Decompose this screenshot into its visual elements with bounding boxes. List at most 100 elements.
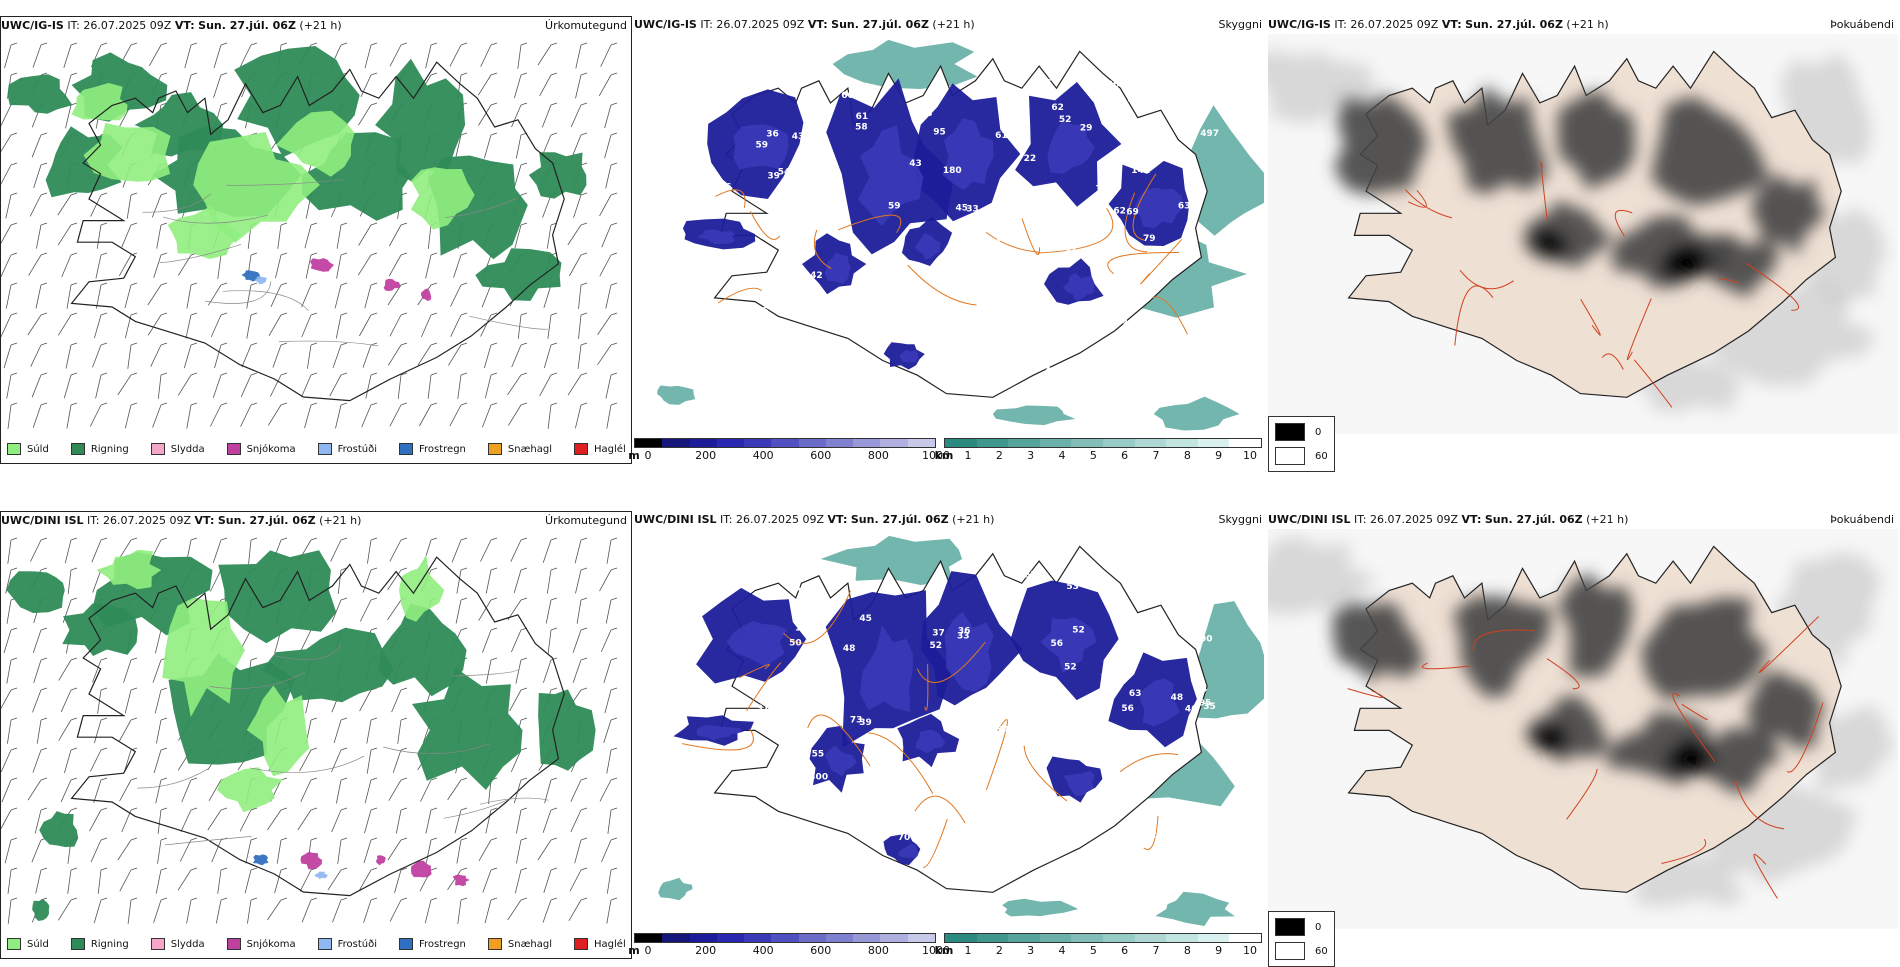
legend-swatch: [399, 938, 413, 950]
cloud-base-label: 55: [756, 307, 769, 317]
cloud-base-label: 106: [1030, 299, 1049, 309]
precip-legend-item: Súld: [7, 938, 49, 950]
cloud-base-label: 55: [1199, 805, 1212, 815]
cloud-base-label: 52: [1064, 663, 1077, 673]
cloud-base-label: 45: [1049, 844, 1062, 854]
fog-index-key: 0 60: [1268, 911, 1335, 967]
cloud-base-label: 37: [1112, 294, 1125, 304]
cloud-base-label: 368: [1107, 80, 1126, 90]
issue-label: IT:: [1354, 513, 1367, 526]
precip-map[interactable]: [1, 35, 631, 435]
cloud-base-label: 36: [958, 626, 971, 636]
cloud-base-label: 58: [855, 122, 868, 132]
cloud-base-label: 53: [1031, 382, 1044, 392]
cloud-base-label: 180: [943, 166, 962, 176]
fog-index-map[interactable]: [1268, 34, 1898, 434]
panel-title: Þokuábendi: [1830, 18, 1894, 31]
cloud-base-label: 42: [1002, 181, 1015, 191]
precip-legend: Súld Rigning Slydda Snjókoma Frostúði Frostre…: [7, 938, 648, 950]
precip-legend-item: Snæhagl: [487, 938, 553, 950]
colorbar-tick: 8: [1183, 449, 1191, 462]
model-name: UWC/DINI ISL: [634, 513, 717, 526]
cloud-base-map[interactable]: 60 41 42 59 38 73 56 38 62 29 42 50 42 39 59 54 74 61 36 43…: [634, 34, 1264, 434]
cloud-base-label: 30: [806, 670, 819, 680]
cloud-base-label: 79: [1143, 234, 1156, 244]
cloud-visibility-panel: UWC/DINI ISL IT: 26.07.2025 09Z VT: Sun.…: [628, 511, 1266, 961]
colorbar-tick: 200: [695, 944, 717, 957]
cloud-base-label: 34: [1195, 685, 1208, 695]
fog-index-key: 0 60: [1268, 416, 1335, 472]
precip-legend-item: Snjókoma: [226, 443, 296, 455]
cloud-base-label: 60: [841, 91, 854, 101]
cloud-base-label: 46: [1185, 704, 1198, 714]
issue-time: 26.07.2025 09Z: [83, 19, 172, 32]
valid-time: Sun. 27.júl. 06Z: [198, 19, 296, 32]
legend-label: Snæhagl: [507, 443, 553, 455]
fog-index-panel: UWC/IG-IS IT: 26.07.2025 09Z VT: Sun. 27…: [1268, 16, 1898, 472]
precip-legend-item: Frostregn: [399, 938, 466, 950]
cloud-base-label: 33: [741, 779, 754, 789]
legend-swatch: [317, 938, 332, 950]
cloud-base-label: 54: [715, 584, 728, 594]
cloud-base-label: 67: [817, 119, 830, 129]
fog-key-label: 60: [1315, 945, 1328, 957]
cloud-base-label: 38: [1132, 769, 1145, 779]
colorbar-tick: 0: [644, 944, 652, 957]
fog-key-item: 60: [1275, 447, 1328, 465]
valid-label: VT:: [1441, 18, 1462, 31]
lead-time: (+21 h): [932, 18, 975, 31]
cloud-base-label: 63: [1178, 202, 1191, 212]
cloud-base-label: 57: [1051, 370, 1064, 380]
precip-map[interactable]: [1, 530, 631, 930]
cloud-base-label: 38: [1114, 115, 1127, 125]
cloud-base-label: 48: [1171, 693, 1184, 703]
cloud-base-label: 48: [932, 857, 945, 867]
cloud-base-label: 69: [1126, 207, 1139, 217]
colorbar-tick: 7: [1152, 449, 1160, 462]
legend-swatch: [574, 938, 589, 950]
colorbar-tick: 9: [1215, 944, 1223, 957]
colorbar-tick: 9: [1215, 449, 1223, 462]
cloud-base-label: 57: [1082, 698, 1095, 708]
cloud-base-label: 41: [1107, 162, 1120, 172]
legend-label: Haglél: [594, 443, 626, 455]
colorbar-tick: 7: [1152, 944, 1160, 957]
legend-swatch: [150, 443, 165, 455]
fog-key-item: 60: [1275, 942, 1328, 960]
cloud-base-label: 867: [767, 77, 786, 87]
legend-label: Snæhagl: [507, 938, 553, 950]
cloud-base-label: 48: [843, 644, 856, 654]
colorbar-unit: m: [628, 944, 640, 957]
cloud-base-map-svg: 70 61 55 35 44 53 48 54 52 47 37 37 36 30 55 53 50 48 96 56…: [634, 529, 1264, 929]
colorbar-tick: 5: [1089, 449, 1097, 462]
colorbar-tick: 200: [695, 449, 717, 462]
cloud-base-label: 43: [792, 132, 805, 142]
cloud-base-label: 86: [719, 182, 732, 192]
cloud-base-label: 128: [937, 868, 956, 878]
legend-swatch: [7, 443, 21, 455]
cloud-base-label: 39: [859, 718, 872, 728]
cloud-base-label: 59: [723, 339, 736, 349]
precip-legend-item: Frostúði: [317, 938, 377, 950]
legend-label: Slydda: [170, 938, 205, 950]
precip-legend-item: Slydda: [150, 938, 205, 950]
colorbar-tick: 6: [1121, 449, 1129, 462]
cloud-base-label: 70: [1106, 863, 1119, 873]
precip-legend-item: Slydda: [150, 443, 205, 455]
cloud-base-label: 48: [795, 584, 808, 594]
fog-index-map[interactable]: [1268, 529, 1898, 929]
cloud-base-label: 52: [930, 641, 943, 651]
cloud-base-label: 29: [1080, 124, 1093, 134]
cloud-base-label: 26: [1158, 824, 1171, 834]
cloud-base-label: 31: [757, 704, 770, 714]
legend-label: Rigning: [90, 443, 129, 455]
panel-title: Skyggni: [1218, 513, 1262, 526]
cloud-base-label: 92: [1066, 244, 1079, 254]
model-name: UWC/DINI ISL: [1, 514, 84, 527]
colorbar-tick: 1: [964, 449, 972, 462]
cloud-base-map[interactable]: 70 61 55 35 44 53 48 54 52 47 37 37 36 30 55 53 50 48 96 56…: [634, 529, 1264, 929]
cloud-base-label: 73: [850, 716, 863, 726]
panel-header: UWC/DINI ISL IT: 26.07.2025 09Z VT: Sun.…: [1268, 511, 1898, 529]
panel-header: UWC/IG-IS IT: 26.07.2025 09Z VT: Sun. 27…: [1, 17, 631, 35]
panel-header: UWC/IG-IS IT: 26.07.2025 09Z VT: Sun. 27…: [634, 16, 1266, 34]
